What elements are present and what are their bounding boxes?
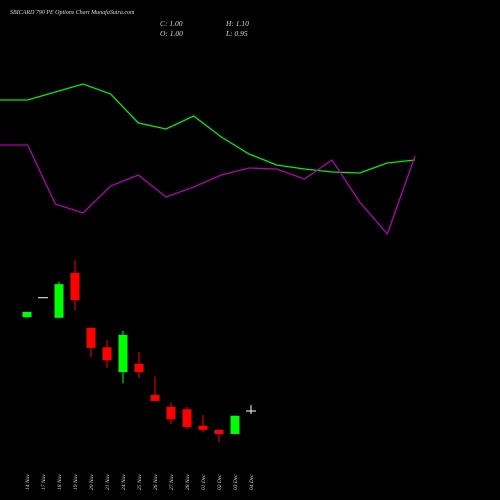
x-tick-label: 17 Nov: [41, 474, 47, 490]
x-tick-label: 25 Nov: [137, 474, 143, 490]
x-tick-label: 02 Dec: [217, 474, 223, 490]
x-tick-label: 18 Nov: [57, 474, 63, 490]
candle-body: [102, 347, 112, 361]
info-open: O: 1.00: [160, 29, 183, 38]
candle-body: [150, 395, 160, 401]
candle-body: [118, 334, 128, 373]
chart-title: SBICARD 790 PE Options Chart MunafaSutra…: [10, 9, 135, 16]
indicator-line: [0, 144, 416, 236]
candle-body: [198, 425, 208, 430]
x-tick-label: 04 Dec: [248, 474, 255, 490]
x-tick-label: 14 Nov: [24, 474, 31, 490]
x-tick-label: 26 Nov: [153, 474, 159, 490]
candle-body: [230, 415, 240, 435]
x-tick-label: 28 Nov: [185, 474, 191, 490]
x-tick-label: 19 Nov: [73, 474, 79, 490]
info-high: H: 1.10: [225, 19, 249, 28]
x-tick-label: 27 Nov: [169, 474, 175, 490]
candle-body: [22, 311, 32, 318]
x-tick-label: 24 Nov: [120, 474, 127, 490]
x-tick-label: 20 Nov: [89, 474, 95, 490]
candle-body: [86, 327, 96, 348]
x-tick-label: 03 Dec: [233, 474, 239, 490]
x-tick-label: 21 Nov: [105, 474, 111, 490]
candle-body: [166, 406, 176, 420]
candle-body: [182, 409, 192, 427]
x-tick-label: 01 Dec: [201, 474, 207, 490]
candle-body: [54, 284, 64, 318]
info-close: C: 1.00: [160, 19, 183, 28]
info-low: L: 0.95: [225, 29, 248, 38]
indicator-line: [0, 83, 416, 174]
candle-body: [134, 363, 144, 373]
candle-body: [70, 272, 80, 301]
candle-body: [214, 429, 224, 435]
